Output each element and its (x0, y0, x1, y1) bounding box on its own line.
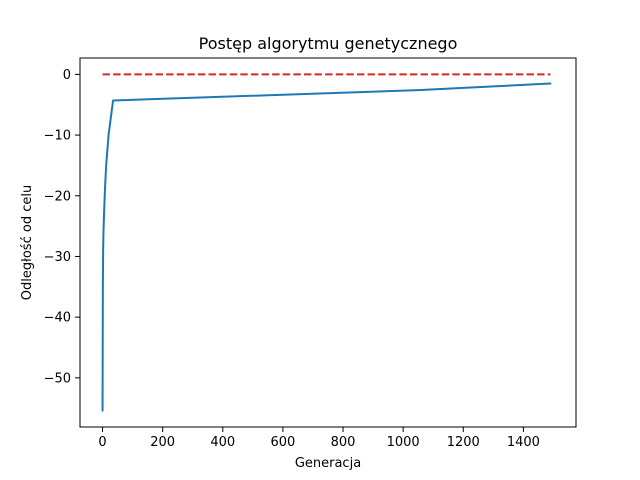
y-axis-label: Odległość od celu (20, 185, 35, 300)
x-tick-label: 0 (98, 435, 106, 450)
y-tick-label: 0 (63, 68, 71, 83)
y-tick-label: −20 (44, 189, 71, 204)
y-tick-label: −40 (44, 311, 71, 326)
y-tick-label: −30 (44, 250, 71, 265)
x-tick-label: 800 (331, 435, 356, 450)
series-layer (101, 73, 552, 412)
x-tick-label: 200 (150, 435, 175, 450)
y-axis-ticks: 0 −10 −20 −30 −40 −50 (44, 68, 80, 386)
chart-title: Postęp algorytmu genetycznego (199, 34, 458, 53)
plot-frame (79, 57, 577, 428)
x-tick-label: 1000 (387, 435, 420, 450)
x-tick-label: 1200 (447, 435, 480, 450)
x-axis-label: Generacja (295, 456, 361, 471)
x-tick-label: 600 (270, 435, 295, 450)
x-tick-label: 400 (210, 435, 235, 450)
y-tick-label: −10 (44, 129, 71, 144)
series-line-1 (101, 82, 552, 412)
y-tick-label: −50 (44, 371, 71, 386)
x-axis-ticks: 0 200 400 600 800 1000 1200 1400 (98, 427, 540, 450)
x-tick-label: 1400 (507, 435, 540, 450)
